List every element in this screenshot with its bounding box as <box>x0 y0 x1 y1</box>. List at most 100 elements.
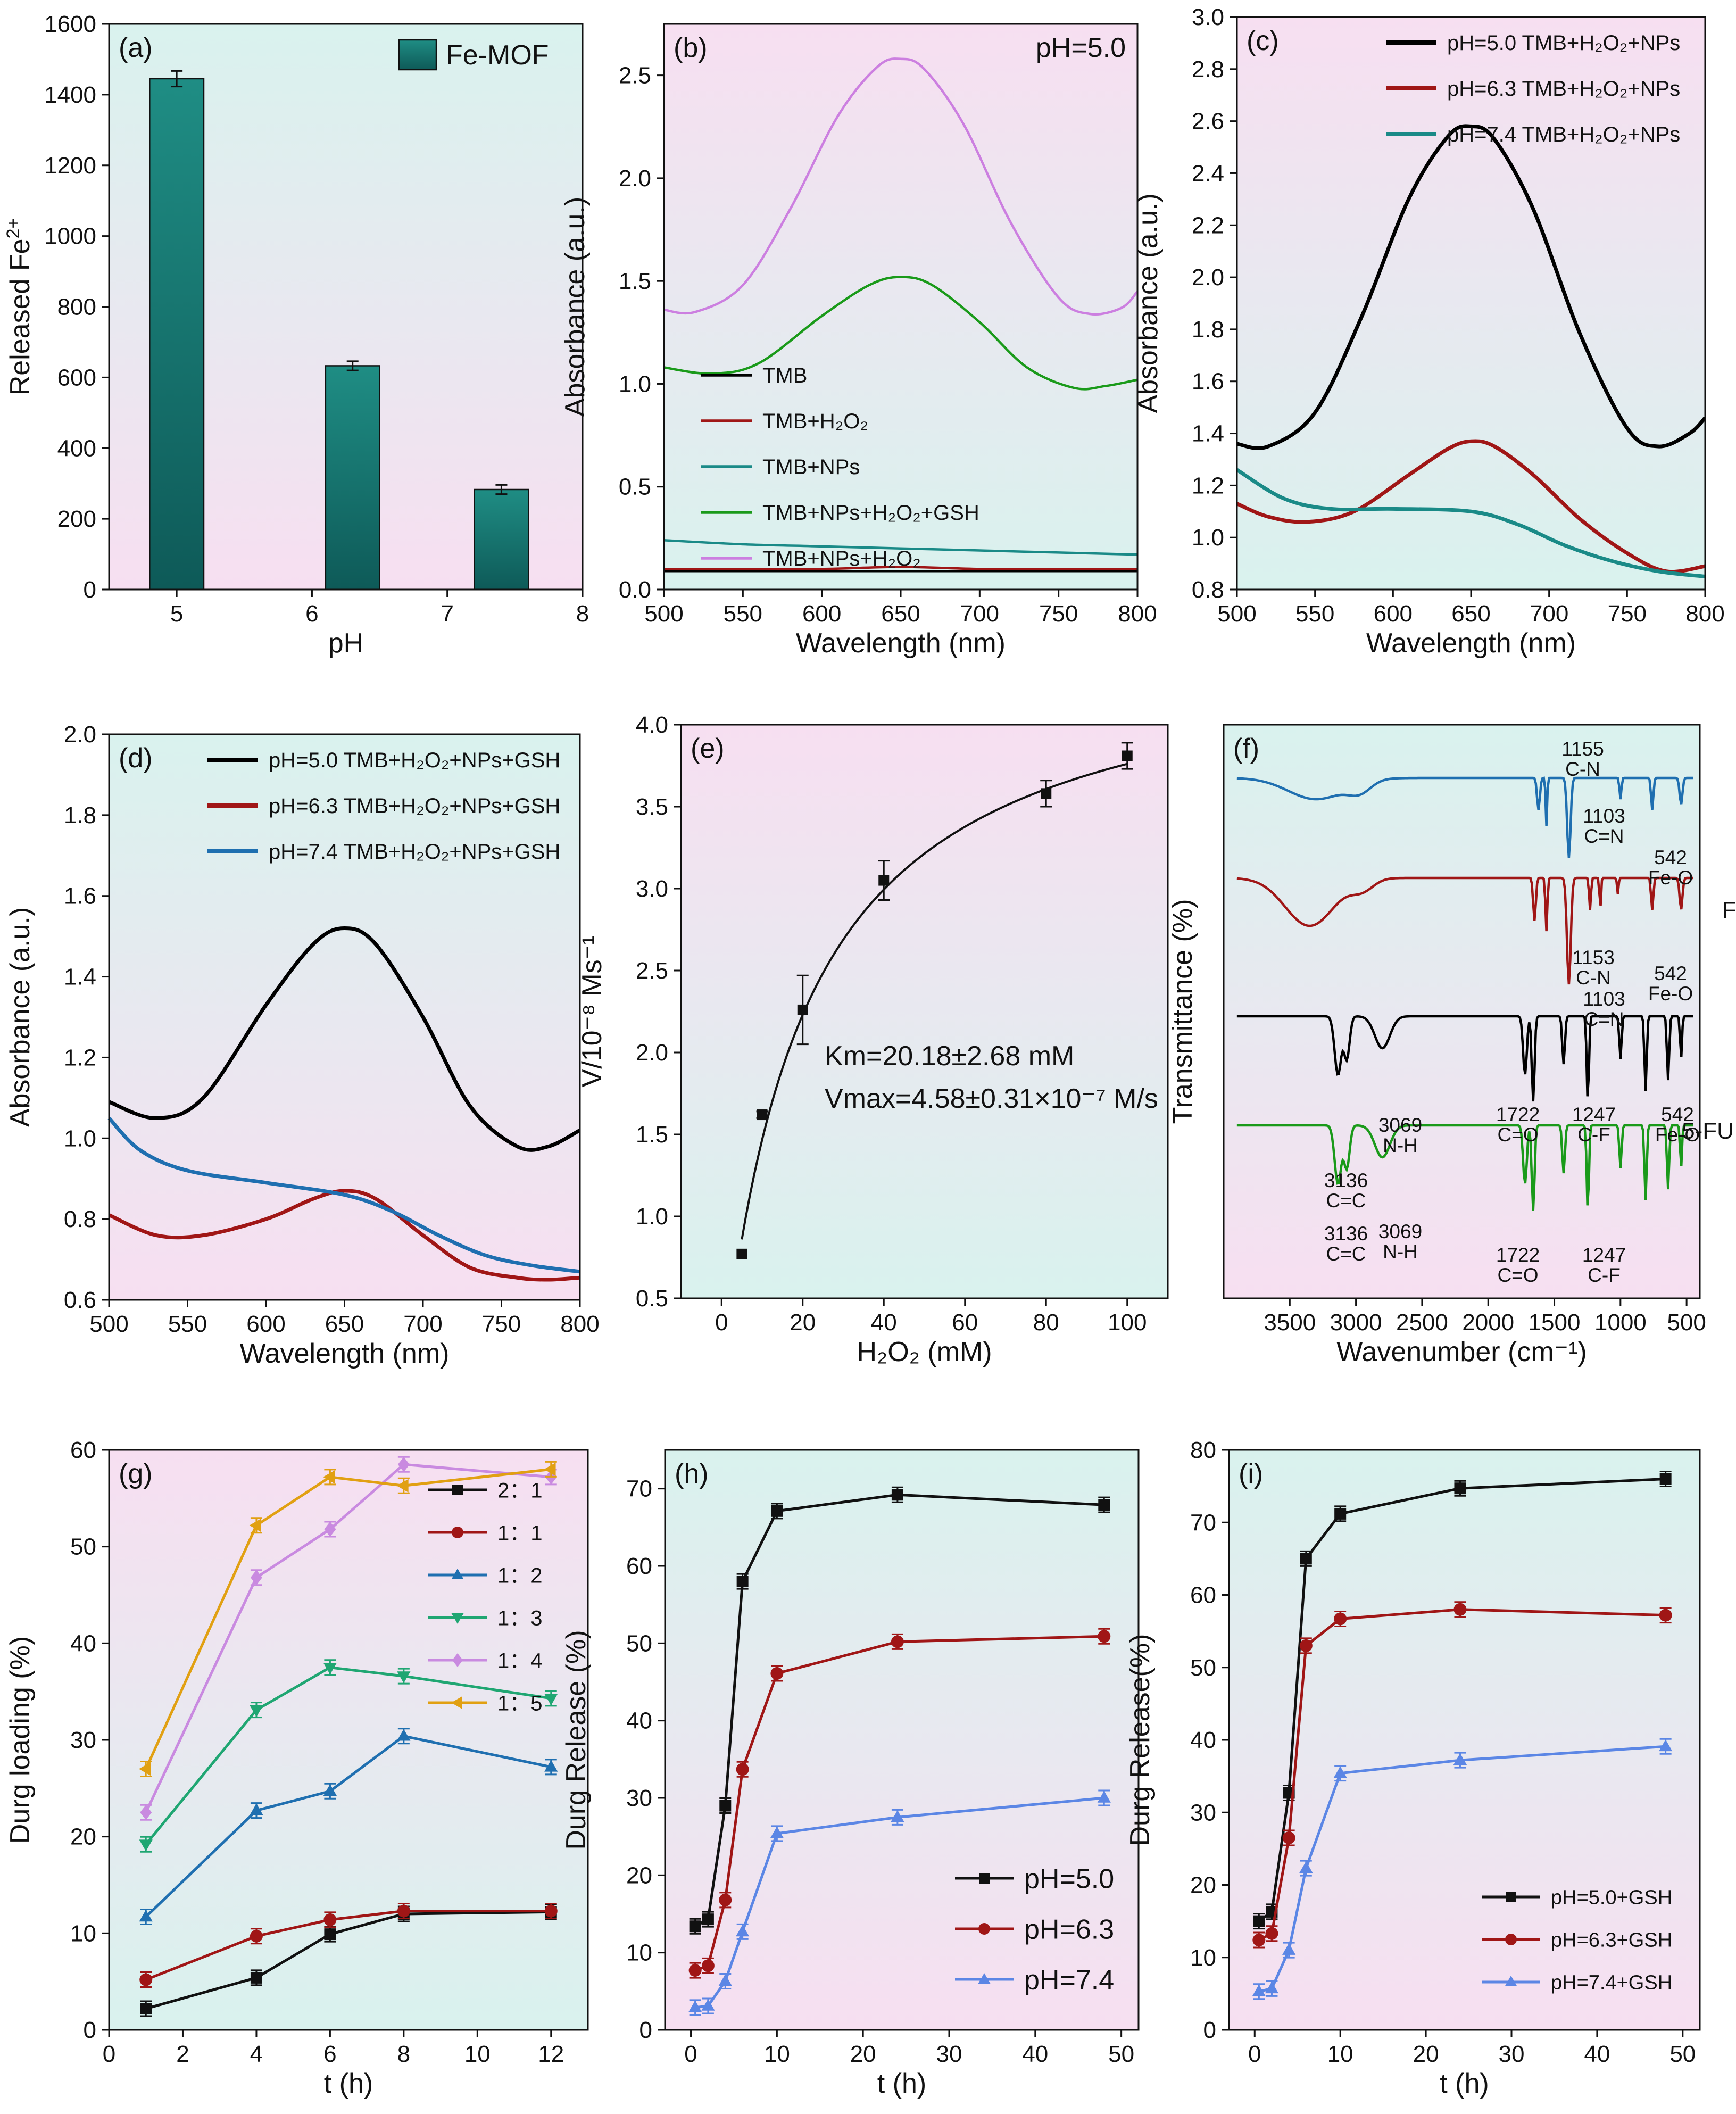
x-axis-label: H₂O₂ (mM) <box>857 1337 992 1367</box>
series-line <box>107 1116 580 1274</box>
data-point <box>544 1462 556 1476</box>
plot-background <box>664 24 1137 590</box>
panel-label: (e) <box>691 733 725 764</box>
x-tick-label: 60 <box>952 1309 978 1336</box>
data-point <box>770 1667 784 1680</box>
peak-annotation: 1153 <box>1572 947 1615 968</box>
y-tick-label: 1.0 <box>64 1125 96 1151</box>
y-tick-label: 1000 <box>44 223 96 250</box>
data-point <box>397 1904 410 1918</box>
panel-h: 0 10 20 30 40 50 0 10 20 30 40 50 60 70 t (h) Durg Rele… <box>561 1449 1140 2099</box>
legend-label: pH=6.3 TMB+H₂O₂+NPs <box>1447 77 1680 101</box>
data-point <box>140 2003 152 2015</box>
legend-label: TMB+NPs+H₂O₂+GSH <box>762 501 979 525</box>
peak-annotation: C-F <box>1588 1264 1621 1286</box>
x-tick-label: 700 <box>403 1311 442 1337</box>
legend-label: TMB+NPs <box>762 455 860 479</box>
x-tick-label: 500 <box>1667 1309 1706 1336</box>
legend-label: pH=6.3 TMB+H₂O₂+NPs+GSH <box>269 794 560 818</box>
data-point <box>878 875 890 886</box>
y-tick-label: 2.8 <box>1192 56 1224 82</box>
x-tick-label: 20 <box>1413 2041 1439 2067</box>
y-tick-label: 40 <box>626 1708 652 1734</box>
y-tick-label: 1.0 <box>636 1204 668 1230</box>
data-point <box>1252 1984 1266 1996</box>
y-tick-label: 2.5 <box>619 63 651 89</box>
data-point <box>397 1671 411 1684</box>
y-tick-label: 30 <box>70 1727 96 1753</box>
x-tick-label: 650 <box>325 1311 364 1337</box>
panel-g: 0 2 4 6 8 10 12 0 10 20 30 40 50 60 t (h) Durg loading … <box>5 1437 589 2099</box>
data-point <box>1098 1630 1111 1643</box>
y-tick-label: 0.5 <box>636 1286 668 1312</box>
data-point <box>250 1705 263 1717</box>
data-point <box>736 1576 749 1588</box>
data-point <box>1041 788 1052 799</box>
data-point <box>544 1760 558 1772</box>
peak-annotation: C=C <box>1326 1243 1366 1265</box>
x-tick-label: 40 <box>1022 2041 1048 2067</box>
x-tick-label: 100 <box>1108 1309 1147 1336</box>
data-point <box>323 1913 337 1926</box>
peak-annotation: 1103 <box>1583 988 1625 1010</box>
x-tick-label: 0 <box>684 2041 697 2067</box>
legend-label: pH=5.0 <box>1024 1864 1114 1895</box>
y-tick-label: 3.0 <box>636 876 668 902</box>
legend-label: pH=5.0+GSH <box>1551 1887 1672 1909</box>
y-tick-label: 1.2 <box>1192 472 1224 499</box>
peak-annotation: Fe-O <box>1648 867 1693 889</box>
series-name: 5-FU <box>1682 1118 1734 1144</box>
data-point <box>891 1489 903 1501</box>
y-axis-label: Absorbance (a.u.) <box>1133 193 1164 413</box>
y-tick-label: 1.4 <box>64 964 96 990</box>
legend-label: pH=6.3+GSH <box>1551 1929 1672 1952</box>
data-point <box>718 1974 732 1986</box>
x-tick-label: 5 <box>170 601 183 627</box>
x-tick-label: 2 <box>176 2041 189 2067</box>
peak-annotation: C=N <box>1584 825 1624 847</box>
legend-label: 2：1 <box>497 1479 543 1502</box>
y-tick-label: 1400 <box>44 82 96 108</box>
legend-label: pH=7.4 TMB+H₂O₂+NPs+GSH <box>269 840 560 864</box>
data-point <box>1299 1639 1313 1652</box>
legend-label: pH=6.3 <box>1024 1914 1114 1945</box>
legend-marker <box>978 1923 990 1935</box>
y-tick-label: 2.0 <box>619 165 651 192</box>
x-tick-label: 800 <box>560 1311 599 1337</box>
data-point <box>324 1521 336 1537</box>
y-axis-label: Transmittance (%) <box>1167 899 1198 1124</box>
x-tick-label: 50 <box>1108 2041 1134 2067</box>
data-point <box>771 1505 783 1517</box>
x-axis-label: Wavelength (nm) <box>796 628 1006 659</box>
plot-background <box>109 1450 588 2030</box>
plot-background <box>1224 725 1700 1298</box>
y-tick-label: 0 <box>639 2017 652 2043</box>
peak-annotation: 542 <box>1654 847 1687 868</box>
plot-frame <box>1223 724 1701 1299</box>
y-axis-label: Absorbance (a.u.) <box>5 907 36 1127</box>
bar <box>325 365 380 591</box>
peak-annotation: 1722 <box>1496 1104 1540 1125</box>
y-tick-label: 1.8 <box>1192 317 1224 343</box>
x-tick-label: 0 <box>715 1309 728 1336</box>
panel-label: (b) <box>674 32 708 63</box>
y-tick-label: 3.0 <box>1192 4 1224 30</box>
y-tick-label: 50 <box>1190 1655 1216 1681</box>
y-tick-label: 0 <box>1203 2017 1216 2043</box>
y-tick-label: 70 <box>1190 1510 1216 1536</box>
data-point <box>139 1973 153 1986</box>
x-tick-label: 1500 <box>1529 1309 1581 1336</box>
panel-label: (i) <box>1239 1458 1263 1489</box>
y-tick-label: 1.5 <box>619 268 651 294</box>
y-tick-label: 1.0 <box>619 371 651 397</box>
x-tick-label: 500 <box>644 601 683 627</box>
series-line <box>663 57 1139 316</box>
annotation-km: Km=20.18±2.68 mM <box>825 1041 1074 1072</box>
x-axis-label: Wavelength (nm) <box>1366 628 1576 659</box>
data-point <box>396 1479 409 1493</box>
data-point <box>250 1570 262 1586</box>
x-tick-label: 50 <box>1669 2041 1696 2067</box>
data-point <box>770 1826 784 1838</box>
x-tick-label: 10 <box>764 2041 790 2067</box>
